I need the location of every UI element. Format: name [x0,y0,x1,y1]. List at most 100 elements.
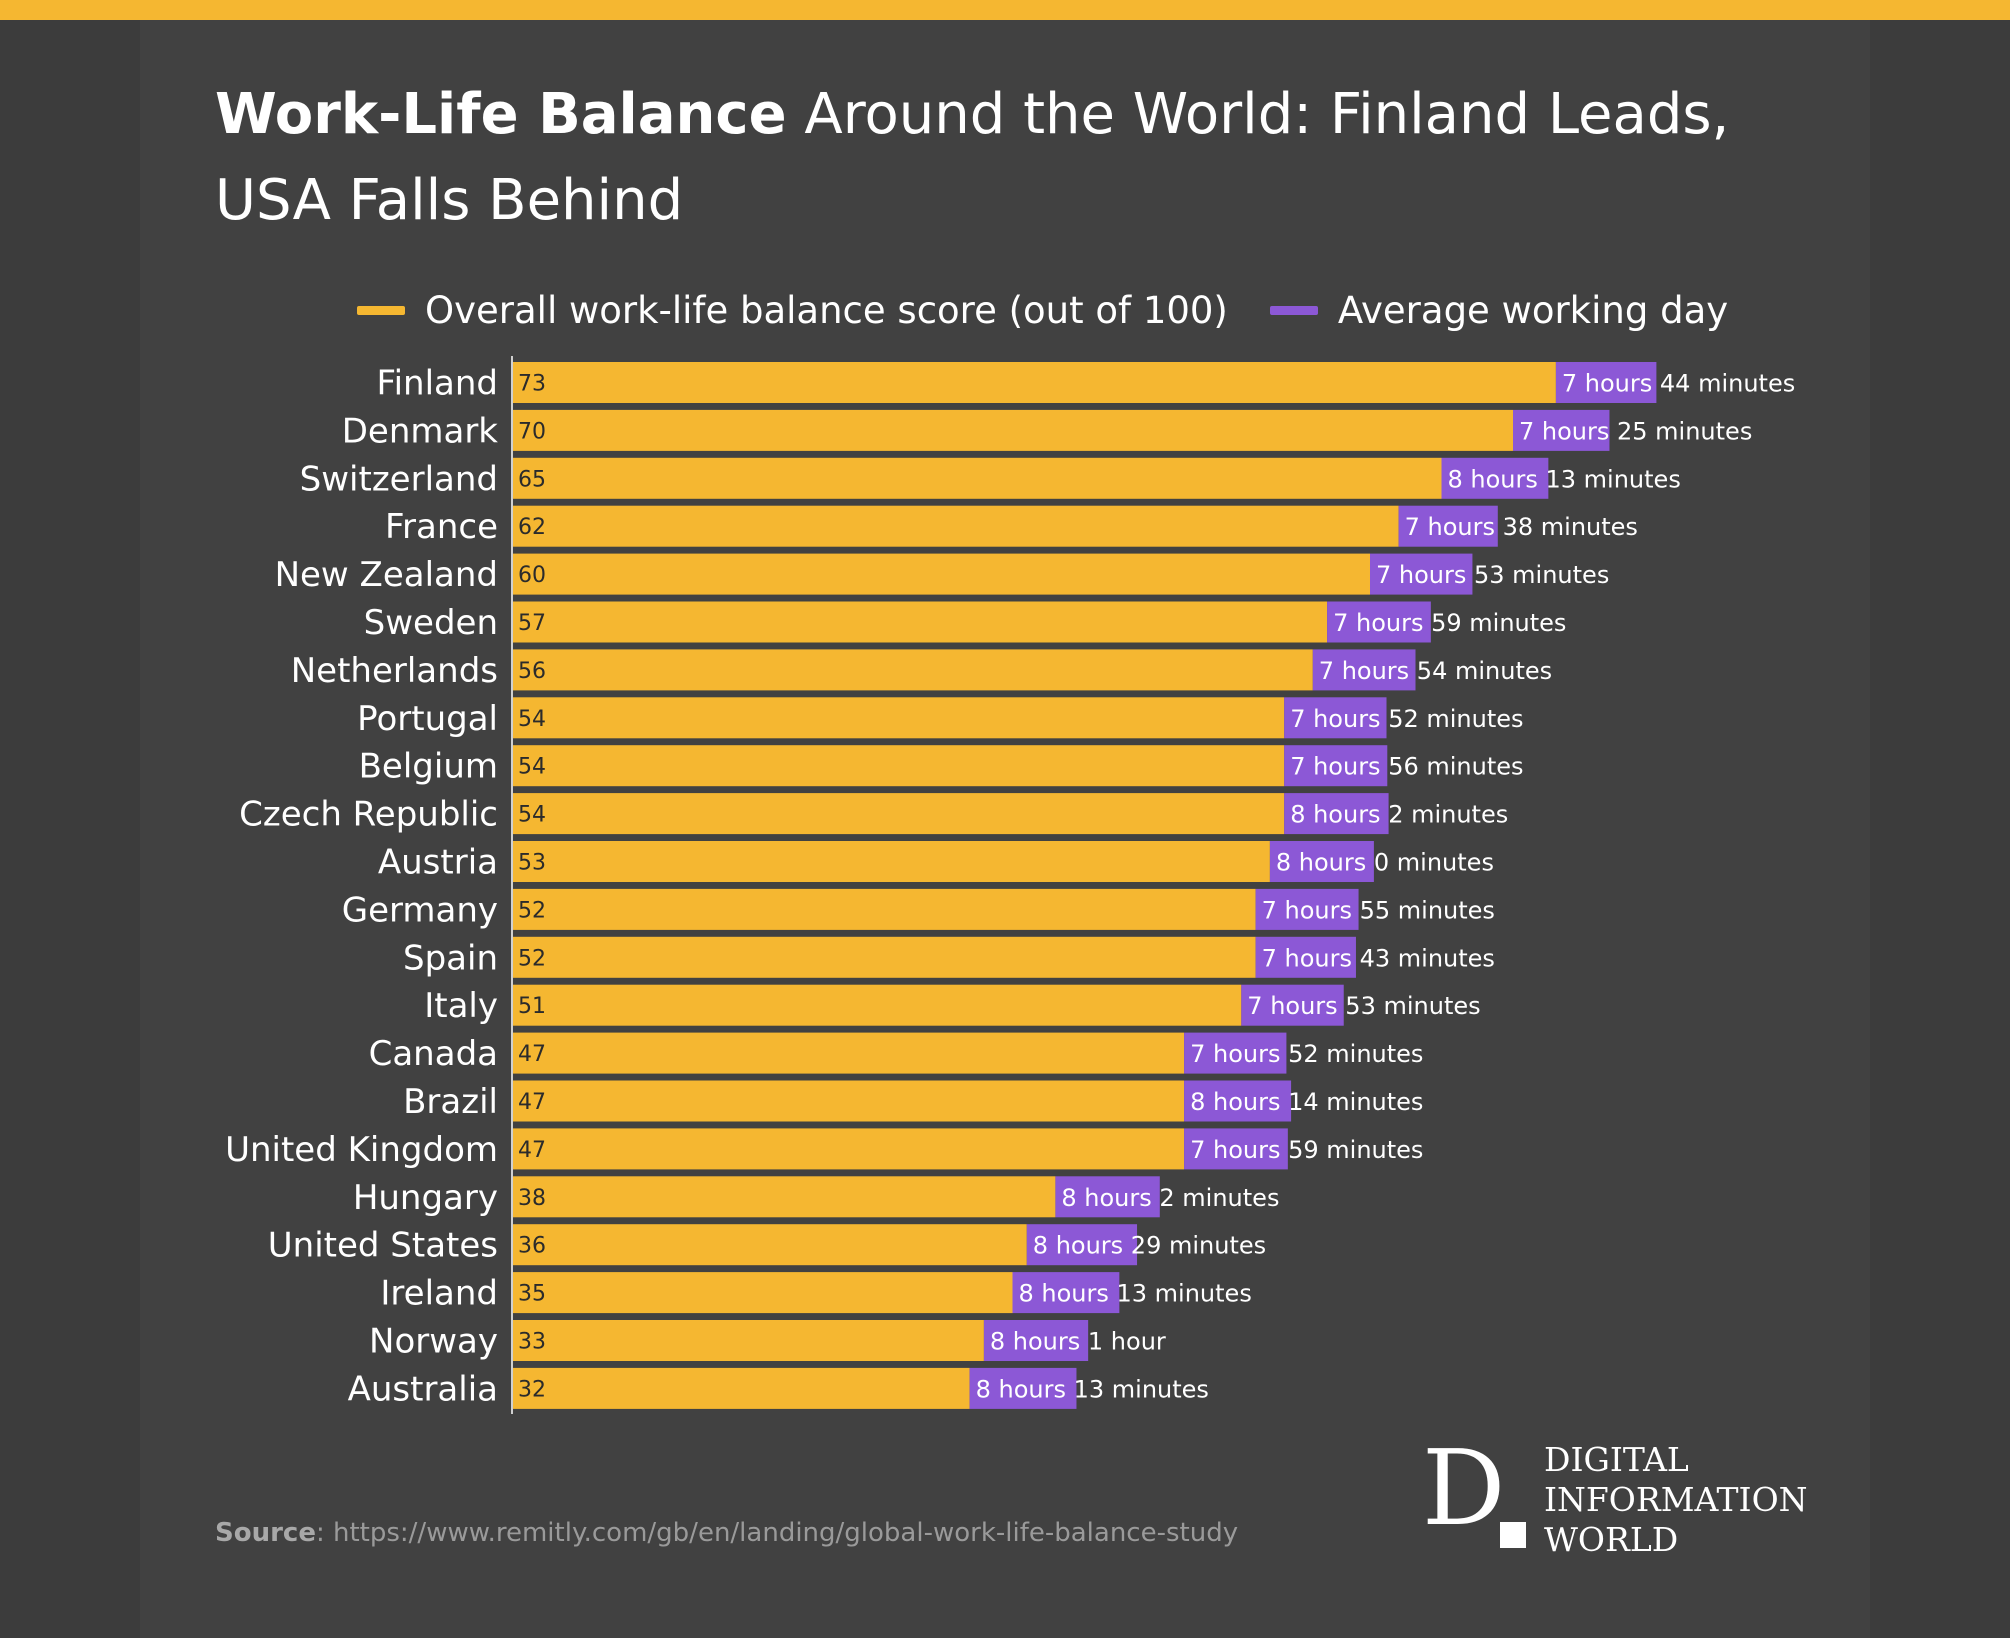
score-bar [512,409,1513,451]
score-label: 47 [518,1042,546,1067]
right-margin-panel [1870,20,2010,1638]
working-day-bar [1327,601,1431,643]
score-bar [512,457,1442,499]
working-day-label: 8 hours 2 minutes [1061,1184,1279,1212]
publisher-logo: D DIGITAL INFORMATION WORLD [1422,1428,1842,1560]
working-day-bar [1026,1224,1138,1266]
score-label: 51 [518,994,546,1019]
score-bar [512,1224,1027,1266]
score-bar [512,745,1285,787]
country-label: Australia [348,1369,498,1409]
working-day-label: 7 hours 54 minutes [1319,657,1552,685]
score-bar [512,1128,1185,1170]
country-label: Czech Republic [239,795,498,835]
working-day-label: 7 hours 53 minutes [1247,992,1480,1020]
logo-line-3: WORLD [1544,1520,1679,1559]
score-label: 35 [518,1282,546,1307]
country-label: Belgium [359,747,498,787]
score-bar [512,1367,970,1409]
country-label: Portugal [357,699,498,739]
legend-swatch-working-day [1269,305,1318,315]
working-day-bar [1184,1128,1288,1170]
working-day-bar [1269,841,1374,882]
score-bar [512,888,1256,930]
score-bar [512,649,1313,691]
score-label: 57 [518,611,546,636]
country-label: Hungary [353,1178,498,1218]
score-bar [512,936,1256,978]
working-day-label: 8 hours 1 hour [990,1328,1166,1356]
country-label: France [385,507,498,547]
legend-item-working-day: Average working day [1269,288,1729,332]
score-bar [512,1032,1185,1074]
logo-line-1: DIGITAL [1544,1440,1689,1479]
legend-label-score: Overall work-life balance score (out of … [425,288,1228,332]
score-bar [512,553,1370,595]
logo-wordmark: DIGITAL INFORMATION WORLD [1544,1440,1808,1560]
bar-group: Finland 73 7 hours 44 minutes Denmark 70 7 ho… [225,362,1795,1409]
score-label: 60 [518,563,546,588]
country-label: New Zealand [275,555,498,595]
working-day-bar [1370,553,1473,595]
score-label: 33 [518,1330,546,1355]
left-margin-panel [0,20,140,1638]
working-day-bar [1284,793,1389,835]
logo-square-mark [1500,1522,1526,1548]
score-bar [512,1080,1185,1122]
working-day-label: 7 hours 25 minutes [1519,417,1752,445]
score-bar [512,793,1285,835]
score-bar [512,505,1399,547]
working-day-label: 7 hours 43 minutes [1262,944,1495,972]
working-day-label: 7 hours 55 minutes [1262,896,1495,924]
working-day-bar [969,1367,1077,1409]
working-day-label: 7 hours 44 minutes [1562,370,1795,398]
score-label: 47 [518,1090,546,1115]
working-day-label: 8 hours 13 minutes [976,1375,1209,1403]
country-label: Norway [369,1322,498,1362]
country-label: United Kingdom [225,1130,498,1170]
score-bar [512,1176,1056,1218]
score-label: 56 [518,659,546,684]
score-label: 53 [518,851,546,876]
working-day-label: 7 hours 56 minutes [1290,753,1523,781]
title-line1: Around the World: Finland Leads, [786,82,1730,147]
score-label: 47 [518,1138,546,1163]
country-label: Italy [424,986,498,1026]
country-label: Spain [403,938,498,978]
working-day-label: 8 hours 13 minutes [1019,1280,1252,1308]
title-line2: USA Falls Behind [215,168,684,233]
score-bar [512,984,1242,1026]
score-bar [512,1320,984,1361]
score-label: 54 [518,707,546,732]
working-day-label: 7 hours 53 minutes [1376,561,1609,589]
working-day-bar [1398,505,1498,547]
score-label: 32 [518,1377,546,1402]
working-day-label: 7 hours 59 minutes [1333,609,1566,637]
score-label: 38 [518,1186,546,1211]
score-label: 52 [518,898,546,923]
country-label: Switzerland [300,459,498,499]
working-day-bar [1241,984,1344,1026]
working-day-bar [1555,362,1657,403]
score-label: 54 [518,803,546,828]
working-day-bar [1312,649,1416,691]
working-day-label: 8 hours 2 minutes [1290,801,1508,829]
working-day-bar [1255,936,1356,978]
source-url: : https://www.remitly.com/gb/en/landing/… [315,1518,1239,1548]
working-day-bar [1255,888,1359,930]
legend-label-working-day: Average working day [1337,288,1729,332]
working-day-bar [1441,457,1549,499]
legend-swatch-score [357,305,405,315]
legend-item-score: Overall work-life balance score (out of … [357,289,1228,332]
working-day-bar [1184,1032,1287,1074]
working-day-bar [1012,1272,1120,1314]
score-bar [512,1272,1013,1314]
working-day-bar [1284,697,1387,739]
working-day-label: 8 hours 13 minutes [1448,465,1681,493]
working-day-bar [1284,745,1388,787]
working-day-label: 8 hours 29 minutes [1033,1232,1266,1260]
country-label: Germany [342,890,498,930]
country-label: Canada [369,1034,498,1074]
